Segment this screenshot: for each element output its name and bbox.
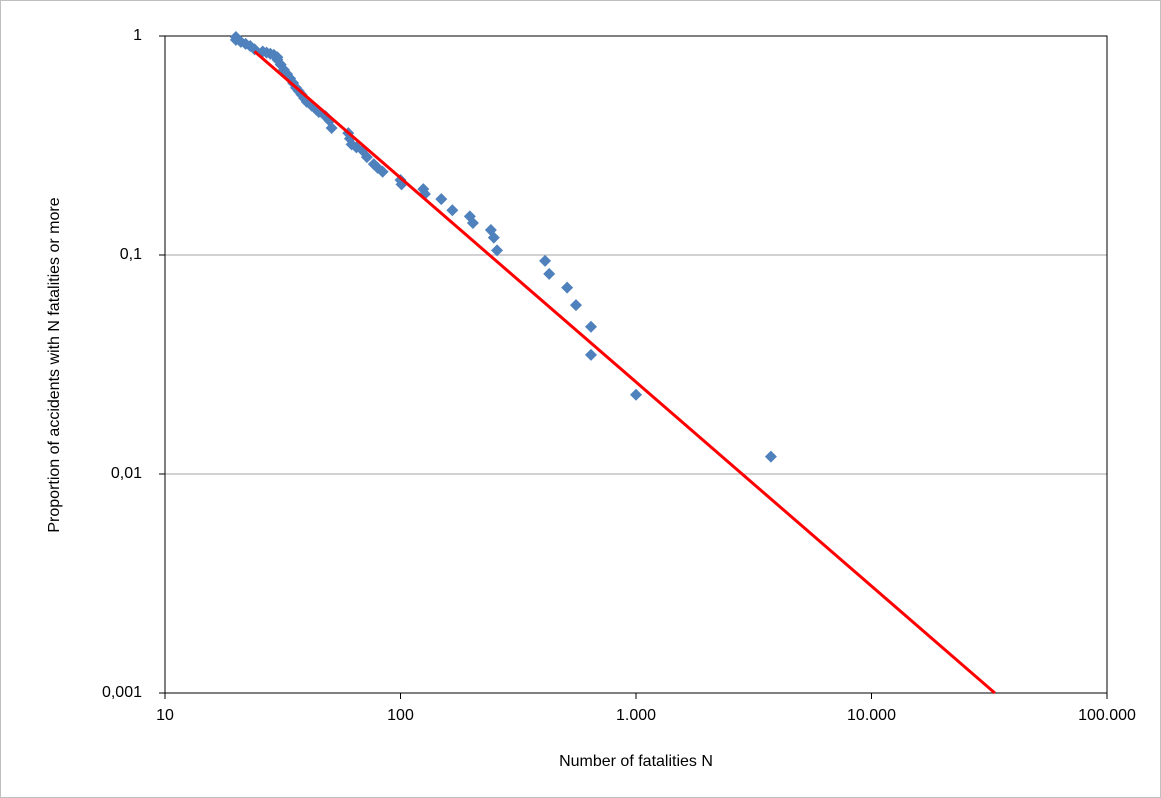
data-point	[325, 122, 338, 135]
data-point	[435, 193, 448, 206]
data-point	[569, 299, 582, 312]
x-tick-label: 10	[156, 707, 174, 724]
data-point	[630, 388, 642, 401]
x-tick-label: 10.000	[847, 707, 896, 724]
data-point	[491, 244, 504, 257]
data-point	[446, 204, 459, 217]
data-point	[543, 267, 556, 280]
y-tick-label: 0,001	[102, 684, 142, 701]
fit-line	[253, 50, 996, 695]
data-point	[466, 216, 479, 229]
x-tick-label: 1.000	[616, 707, 656, 724]
data-point	[244, 40, 257, 53]
data-point	[376, 165, 389, 178]
y-tick-label: 0,01	[111, 465, 142, 482]
data-point	[487, 231, 500, 244]
plot-area	[164, 35, 1108, 694]
data-point	[764, 450, 777, 463]
y-tick-label: 1	[133, 27, 142, 44]
x-tick-label: 100.000	[1078, 707, 1136, 724]
data-point	[584, 348, 597, 361]
data-point	[360, 151, 373, 164]
y-tick-label: 0,1	[120, 246, 142, 263]
data-point	[584, 320, 597, 333]
y-axis-title: Proportion of accidents with N fatalitie…	[46, 197, 63, 532]
data-point	[561, 281, 574, 294]
x-tick-label: 100	[387, 707, 414, 724]
x-axis-title: Number of fatalities N	[559, 753, 713, 770]
data-point	[539, 254, 552, 267]
